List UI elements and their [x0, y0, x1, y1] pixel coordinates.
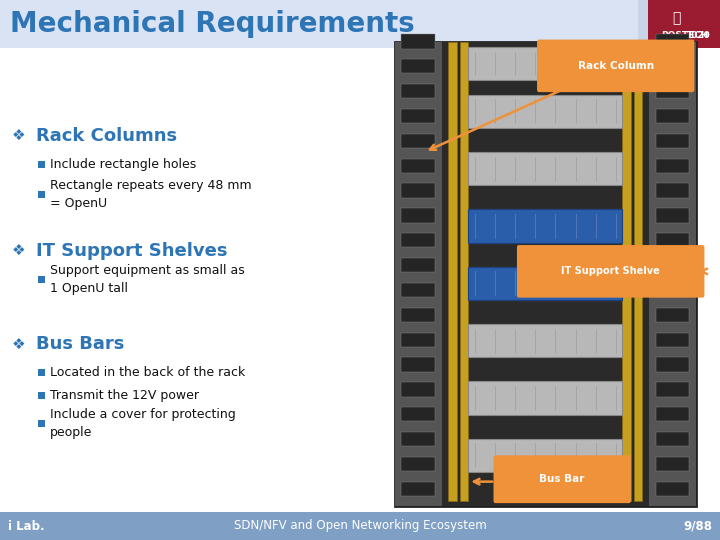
Bar — [656, 432, 689, 446]
Bar — [656, 407, 689, 421]
Text: Rack Column: Rack Column — [577, 61, 654, 71]
Text: ❖: ❖ — [12, 337, 26, 352]
Bar — [38, 392, 45, 399]
Bar — [38, 161, 45, 168]
Text: i Lab.: i Lab. — [8, 519, 45, 532]
Bar — [638, 0, 720, 48]
Bar — [0, 0, 720, 48]
Text: Transmit the 12V power: Transmit the 12V power — [50, 389, 199, 402]
Bar — [38, 420, 45, 427]
Bar — [402, 233, 435, 247]
Text: IT Support Shelves: IT Support Shelves — [36, 242, 228, 260]
Text: Rack Columns: Rack Columns — [36, 127, 177, 145]
Bar — [656, 457, 689, 471]
Bar — [656, 333, 689, 347]
Bar — [402, 457, 435, 471]
Bar — [656, 258, 689, 272]
Text: Bus Bars: Bus Bars — [36, 335, 125, 353]
Bar — [402, 35, 435, 49]
Bar — [402, 308, 435, 322]
Bar — [622, 42, 631, 501]
Bar — [0, 512, 720, 540]
Bar — [656, 482, 689, 496]
Text: Located in the back of the rack: Located in the back of the rack — [50, 366, 246, 379]
Bar — [634, 42, 642, 501]
Bar — [402, 134, 435, 148]
Bar — [402, 407, 435, 421]
Bar — [449, 42, 456, 501]
Text: Include rectangle holes: Include rectangle holes — [50, 158, 197, 171]
Text: IT Support Shelve: IT Support Shelve — [562, 266, 660, 276]
Bar — [656, 84, 689, 98]
Bar — [402, 159, 435, 173]
Bar — [469, 47, 622, 80]
Bar — [469, 267, 622, 300]
Bar — [469, 209, 622, 242]
Bar — [656, 134, 689, 148]
Bar — [402, 333, 435, 347]
Bar — [402, 109, 435, 123]
Bar — [656, 184, 689, 198]
Bar — [649, 42, 696, 505]
Bar — [656, 357, 689, 372]
Bar — [656, 308, 689, 322]
Bar — [638, 0, 648, 48]
Text: Include a cover for protecting
people: Include a cover for protecting people — [50, 408, 235, 440]
Bar — [402, 382, 435, 396]
Bar — [656, 59, 689, 73]
Bar — [656, 208, 689, 222]
Text: 9/88: 9/88 — [683, 519, 712, 532]
Bar — [469, 152, 622, 185]
Text: ❖: ❖ — [12, 129, 26, 143]
Text: 2020: 2020 — [685, 30, 711, 39]
Text: Mechanical Requirements: Mechanical Requirements — [10, 10, 415, 38]
Bar — [402, 184, 435, 198]
Text: ❖: ❖ — [12, 244, 26, 259]
Text: ⛪: ⛪ — [672, 11, 680, 25]
Bar — [402, 357, 435, 372]
Text: POSTECH: POSTECH — [661, 30, 708, 39]
Text: Support equipment as small as
1 OpenU tall: Support equipment as small as 1 OpenU ta… — [50, 264, 245, 295]
Bar — [402, 208, 435, 222]
Bar — [402, 482, 435, 496]
Bar — [441, 42, 649, 505]
Bar — [656, 233, 689, 247]
Bar — [402, 258, 435, 272]
Bar — [656, 382, 689, 396]
Bar — [469, 209, 622, 242]
Bar — [469, 381, 622, 415]
Bar — [38, 192, 45, 199]
Bar — [469, 438, 622, 472]
Bar — [469, 324, 622, 357]
Bar — [402, 84, 435, 98]
Bar — [469, 267, 622, 300]
Text: Rectangle repeats every 48 mm
= OpenU: Rectangle repeats every 48 mm = OpenU — [50, 179, 251, 211]
Bar — [656, 35, 689, 49]
Bar — [402, 432, 435, 446]
Bar — [38, 276, 45, 283]
FancyBboxPatch shape — [493, 455, 631, 503]
Bar — [395, 42, 441, 505]
Text: SDN/NFV and Open Networking Ecosystem: SDN/NFV and Open Networking Ecosystem — [233, 519, 487, 532]
Bar — [38, 369, 45, 376]
Bar — [402, 59, 435, 73]
Bar — [469, 94, 622, 128]
Bar — [460, 42, 469, 501]
Bar — [656, 159, 689, 173]
FancyBboxPatch shape — [537, 39, 694, 92]
FancyBboxPatch shape — [517, 245, 704, 298]
Bar — [402, 283, 435, 297]
Text: Bus Bar: Bus Bar — [539, 474, 585, 484]
Bar — [656, 283, 689, 297]
Bar — [656, 109, 689, 123]
